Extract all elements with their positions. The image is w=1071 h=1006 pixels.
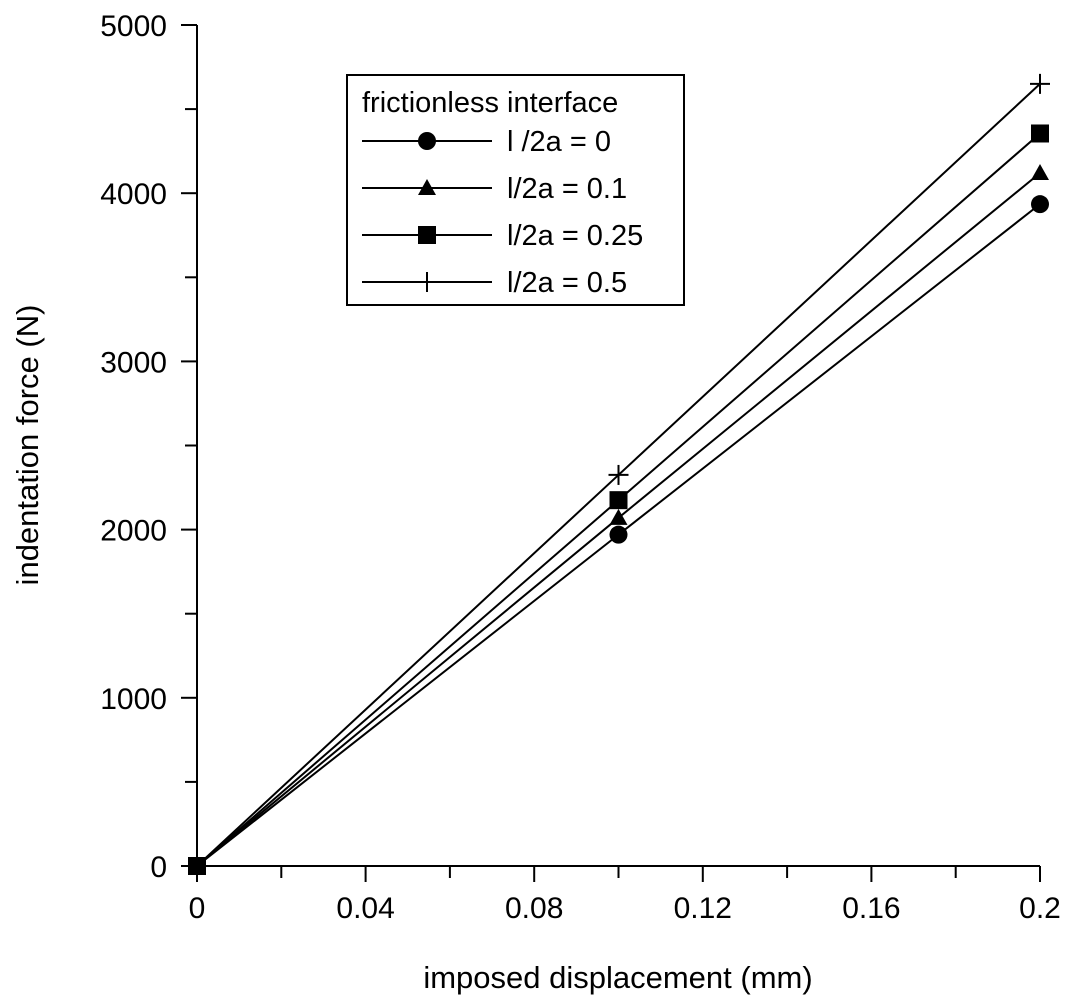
data-point-triangle xyxy=(1031,164,1049,180)
x-axis-title: imposed displacement (mm) xyxy=(423,960,812,995)
y-tick-label: 1000 xyxy=(100,683,167,716)
y-tick-label: 5000 xyxy=(100,10,167,43)
legend-label: l/2a = 0.5 xyxy=(507,267,627,299)
legend-marker-circle xyxy=(418,132,436,150)
y-axis-title: indentation force (N) xyxy=(10,305,45,586)
y-tick-label: 0 xyxy=(150,851,167,884)
data-point-circle xyxy=(610,526,628,544)
data-point-circle xyxy=(1031,195,1049,213)
data-point-square xyxy=(610,491,628,509)
x-tick-label: 0.08 xyxy=(505,892,563,925)
y-tick-label: 2000 xyxy=(100,515,167,548)
legend-marker-square xyxy=(418,226,436,244)
y-tick-label: 4000 xyxy=(100,178,167,211)
x-tick-label: 0 xyxy=(189,892,206,925)
legend-title: frictionless interface xyxy=(362,87,618,119)
x-tick-label: 0.04 xyxy=(336,892,394,925)
legend-label: l /2a = 0 xyxy=(507,126,611,158)
data-point-square xyxy=(1031,124,1049,142)
x-tick-label: 0.16 xyxy=(842,892,900,925)
x-tick-label: 0.2 xyxy=(1019,892,1061,925)
x-tick-label: 0.12 xyxy=(674,892,732,925)
data-point-triangle xyxy=(610,509,628,525)
legend: frictionless interface l /2a = 0 l/2a = 0… xyxy=(347,75,684,305)
legend-label: l/2a = 0.1 xyxy=(507,173,627,205)
legend-label: l/2a = 0.25 xyxy=(507,220,643,252)
y-tick-label: 3000 xyxy=(100,346,167,379)
